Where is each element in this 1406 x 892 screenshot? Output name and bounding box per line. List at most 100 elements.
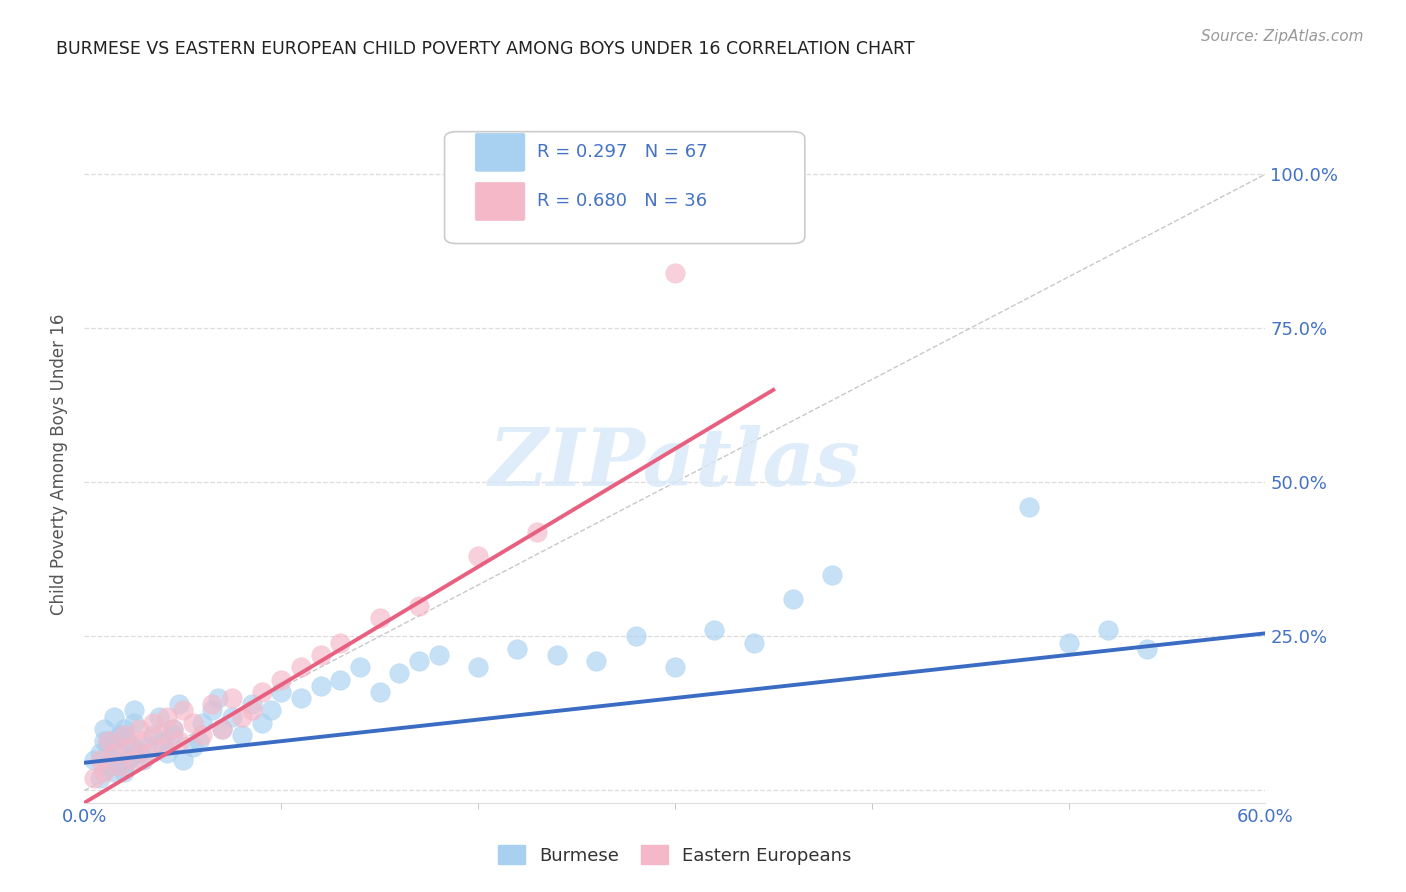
Point xyxy=(624,629,647,643)
Point xyxy=(89,747,111,761)
Point xyxy=(368,611,391,625)
Text: R = 0.680   N = 36: R = 0.680 N = 36 xyxy=(537,193,707,211)
Point xyxy=(187,734,209,748)
Point xyxy=(703,624,725,638)
Point xyxy=(506,641,529,656)
Point xyxy=(782,592,804,607)
Point xyxy=(112,722,135,736)
Point xyxy=(290,691,312,706)
Point xyxy=(388,666,411,681)
Point xyxy=(162,728,184,742)
Point xyxy=(89,771,111,785)
Legend: Burmese, Eastern Europeans: Burmese, Eastern Europeans xyxy=(491,838,859,871)
Text: R = 0.297   N = 67: R = 0.297 N = 67 xyxy=(537,144,707,161)
Point xyxy=(231,709,253,723)
Point xyxy=(585,654,607,668)
Point xyxy=(167,697,190,711)
Point xyxy=(122,740,145,755)
Point xyxy=(117,740,139,755)
Point xyxy=(108,759,131,773)
Point xyxy=(97,734,120,748)
Point xyxy=(742,635,765,649)
FancyBboxPatch shape xyxy=(475,183,524,220)
Text: ZIPatlas: ZIPatlas xyxy=(489,425,860,502)
FancyBboxPatch shape xyxy=(444,132,804,244)
Point xyxy=(142,715,165,730)
Point xyxy=(221,709,243,723)
Point xyxy=(191,728,214,742)
Point xyxy=(309,679,332,693)
Point xyxy=(117,734,139,748)
Point xyxy=(191,715,214,730)
Point xyxy=(526,524,548,539)
Point xyxy=(97,759,120,773)
Point xyxy=(156,709,179,723)
Point xyxy=(103,764,125,779)
Point xyxy=(122,703,145,717)
Point xyxy=(112,728,135,742)
Point xyxy=(148,728,170,742)
Point xyxy=(181,740,204,755)
Point xyxy=(329,635,352,649)
Text: Source: ZipAtlas.com: Source: ZipAtlas.com xyxy=(1201,29,1364,44)
Point xyxy=(250,685,273,699)
Point xyxy=(93,734,115,748)
Point xyxy=(211,722,233,736)
Point xyxy=(240,703,263,717)
Point xyxy=(97,740,120,755)
Y-axis label: Child Poverty Among Boys Under 16: Child Poverty Among Boys Under 16 xyxy=(51,313,69,615)
Point xyxy=(467,660,489,674)
Point xyxy=(309,648,332,662)
Point xyxy=(408,599,430,613)
Point xyxy=(152,734,174,748)
Point xyxy=(136,740,159,755)
Point xyxy=(108,747,131,761)
Point xyxy=(349,660,371,674)
Point xyxy=(83,771,105,785)
Point xyxy=(546,648,568,662)
Point xyxy=(83,753,105,767)
Point xyxy=(103,747,125,761)
Point xyxy=(112,759,135,773)
Point xyxy=(162,722,184,736)
Point xyxy=(108,728,131,742)
Point xyxy=(97,734,120,748)
Text: BURMESE VS EASTERN EUROPEAN CHILD POVERTY AMONG BOYS UNDER 16 CORRELATION CHART: BURMESE VS EASTERN EUROPEAN CHILD POVERT… xyxy=(56,40,915,58)
Point xyxy=(132,753,155,767)
Point xyxy=(201,697,224,711)
Point xyxy=(221,691,243,706)
Point xyxy=(290,660,312,674)
Point xyxy=(664,266,686,280)
Point xyxy=(167,734,190,748)
Point xyxy=(270,673,292,687)
Point xyxy=(270,685,292,699)
Point xyxy=(103,709,125,723)
Point xyxy=(122,715,145,730)
Point xyxy=(821,567,844,582)
FancyBboxPatch shape xyxy=(475,133,524,171)
Point xyxy=(132,734,155,748)
Point xyxy=(89,753,111,767)
Point xyxy=(250,715,273,730)
Point xyxy=(368,685,391,699)
Point xyxy=(172,703,194,717)
Point xyxy=(231,728,253,742)
Point xyxy=(112,764,135,779)
Point xyxy=(181,715,204,730)
Point xyxy=(142,728,165,742)
Point xyxy=(108,728,131,742)
Point xyxy=(122,753,145,767)
Point xyxy=(467,549,489,564)
Point xyxy=(329,673,352,687)
Point xyxy=(408,654,430,668)
Point xyxy=(1097,624,1119,638)
Point xyxy=(1018,500,1040,514)
Point xyxy=(162,722,184,736)
Point xyxy=(172,753,194,767)
Point xyxy=(260,703,283,717)
Point xyxy=(1136,641,1159,656)
Point xyxy=(93,764,115,779)
Point xyxy=(240,697,263,711)
Point xyxy=(103,753,125,767)
Point xyxy=(207,691,229,706)
